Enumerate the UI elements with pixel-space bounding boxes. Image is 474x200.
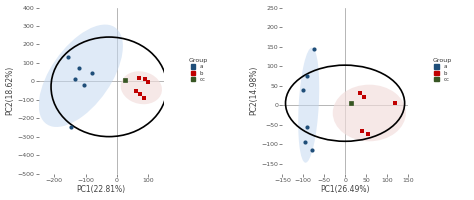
- X-axis label: PC1(26.49%): PC1(26.49%): [320, 185, 370, 194]
- X-axis label: PC1(22.81%): PC1(22.81%): [77, 185, 126, 194]
- Y-axis label: PC2(18.62%): PC2(18.62%): [6, 66, 15, 115]
- Ellipse shape: [298, 48, 319, 163]
- Legend: a, b, cc: a, b, cc: [187, 57, 209, 83]
- Y-axis label: PC2(14.98%): PC2(14.98%): [250, 66, 258, 115]
- Ellipse shape: [121, 71, 162, 104]
- Ellipse shape: [333, 85, 406, 141]
- Legend: a, b, cc: a, b, cc: [431, 57, 453, 83]
- Ellipse shape: [39, 25, 123, 127]
